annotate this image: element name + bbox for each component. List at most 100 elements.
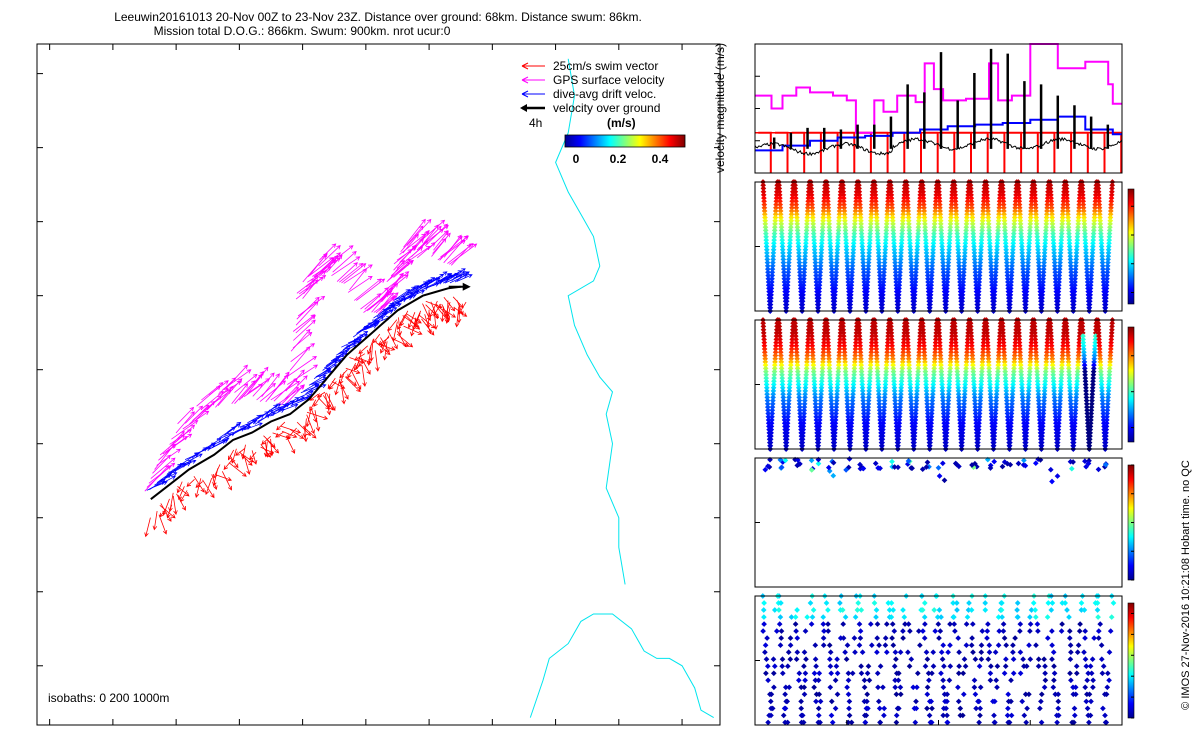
data-point: [961, 397, 968, 404]
data-point: [872, 198, 879, 205]
data-point: [803, 371, 810, 378]
data-point: [1106, 227, 1113, 234]
data-point: [906, 362, 912, 368]
data-point: [929, 269, 935, 276]
data-point: [810, 362, 817, 368]
data-point: [827, 237, 833, 243]
data-point: [1088, 269, 1095, 276]
data-point: [808, 192, 815, 198]
data-point: [913, 394, 920, 401]
swim-vector: [172, 495, 178, 516]
data-point: [962, 371, 969, 378]
data-point: [900, 339, 907, 346]
data-point: [1033, 224, 1040, 231]
data-point: [1065, 221, 1072, 227]
data-point: [968, 342, 975, 349]
swim-vector: [178, 486, 185, 500]
data-point: [928, 272, 935, 279]
data-point: [896, 279, 903, 285]
data-point: [890, 365, 897, 372]
data-point: [1019, 394, 1026, 401]
data-point: [1058, 227, 1065, 234]
velocity-ylabel: velocity magnitude (m/s): [713, 43, 727, 173]
data-point: [1108, 614, 1115, 620]
data-point: [779, 371, 785, 378]
data-point: [849, 259, 856, 266]
data-point: [856, 188, 863, 195]
data-point: [848, 279, 855, 285]
data-point: [946, 240, 953, 247]
data-point: [1095, 188, 1102, 195]
data-point: [770, 391, 777, 398]
data-point: [921, 346, 928, 352]
data-point: [899, 227, 906, 234]
data-point: [914, 246, 921, 253]
data-point: [1098, 243, 1105, 250]
data-point: [1062, 600, 1069, 606]
data-point: [993, 256, 1000, 263]
data-point: [995, 355, 1002, 362]
swim-vector: [168, 492, 174, 513]
data-point: [825, 339, 831, 346]
track-end-arrow: [462, 282, 471, 291]
data-point: [796, 250, 802, 256]
data-point: [1081, 227, 1088, 234]
data-point: [937, 346, 943, 352]
data-point: [986, 224, 992, 231]
data-point: [827, 381, 834, 388]
data-point: [813, 269, 819, 276]
data-point: [883, 368, 890, 375]
data-point: [781, 269, 787, 276]
data-point: [821, 195, 828, 201]
data-point: [844, 266, 851, 272]
data-point: [1012, 342, 1019, 349]
data-point: [889, 346, 896, 352]
data-point: [825, 208, 832, 214]
data-point: [1019, 256, 1026, 263]
data-point: [836, 208, 843, 214]
data-point: [1043, 217, 1050, 224]
data-point: [1055, 698, 1062, 705]
data-point: [971, 391, 978, 398]
data-point: [1063, 182, 1070, 189]
data-point: [853, 339, 859, 346]
data-point: [868, 201, 875, 208]
data-point: [896, 282, 903, 289]
data-point: [1001, 349, 1007, 356]
gps-vector: [443, 234, 462, 258]
data-point: [1066, 614, 1072, 620]
data-point: [904, 323, 910, 330]
data-point: [941, 279, 947, 285]
data-point: [951, 614, 957, 620]
data-point: [1009, 256, 1016, 263]
data-point: [1076, 192, 1083, 198]
data-point: [849, 269, 855, 276]
data-point: [961, 256, 968, 263]
data-point: [1040, 272, 1047, 279]
data-point: [852, 614, 859, 620]
data-point: [947, 362, 954, 368]
data-point: [915, 362, 922, 368]
data-point: [845, 420, 852, 427]
gps-vector: [312, 257, 341, 277]
data-point: [912, 279, 919, 285]
data-point: [852, 204, 859, 211]
data-point: [964, 204, 971, 211]
data-point: [1026, 371, 1033, 378]
data-point: [859, 240, 865, 247]
data-point: [883, 227, 890, 234]
data-point: [1012, 635, 1018, 641]
data-point: [1065, 214, 1071, 221]
data-point: [936, 333, 943, 339]
data-point: [1092, 204, 1098, 211]
data-point: [851, 230, 858, 237]
data-point: [978, 371, 985, 378]
data-point: [1081, 221, 1088, 227]
data-point: [816, 282, 823, 289]
gps-vector: [380, 292, 399, 308]
data-point: [956, 263, 962, 269]
data-point: [860, 394, 866, 401]
data-point: [1000, 188, 1006, 195]
data-point: [793, 349, 800, 356]
data-point: [1042, 677, 1049, 684]
